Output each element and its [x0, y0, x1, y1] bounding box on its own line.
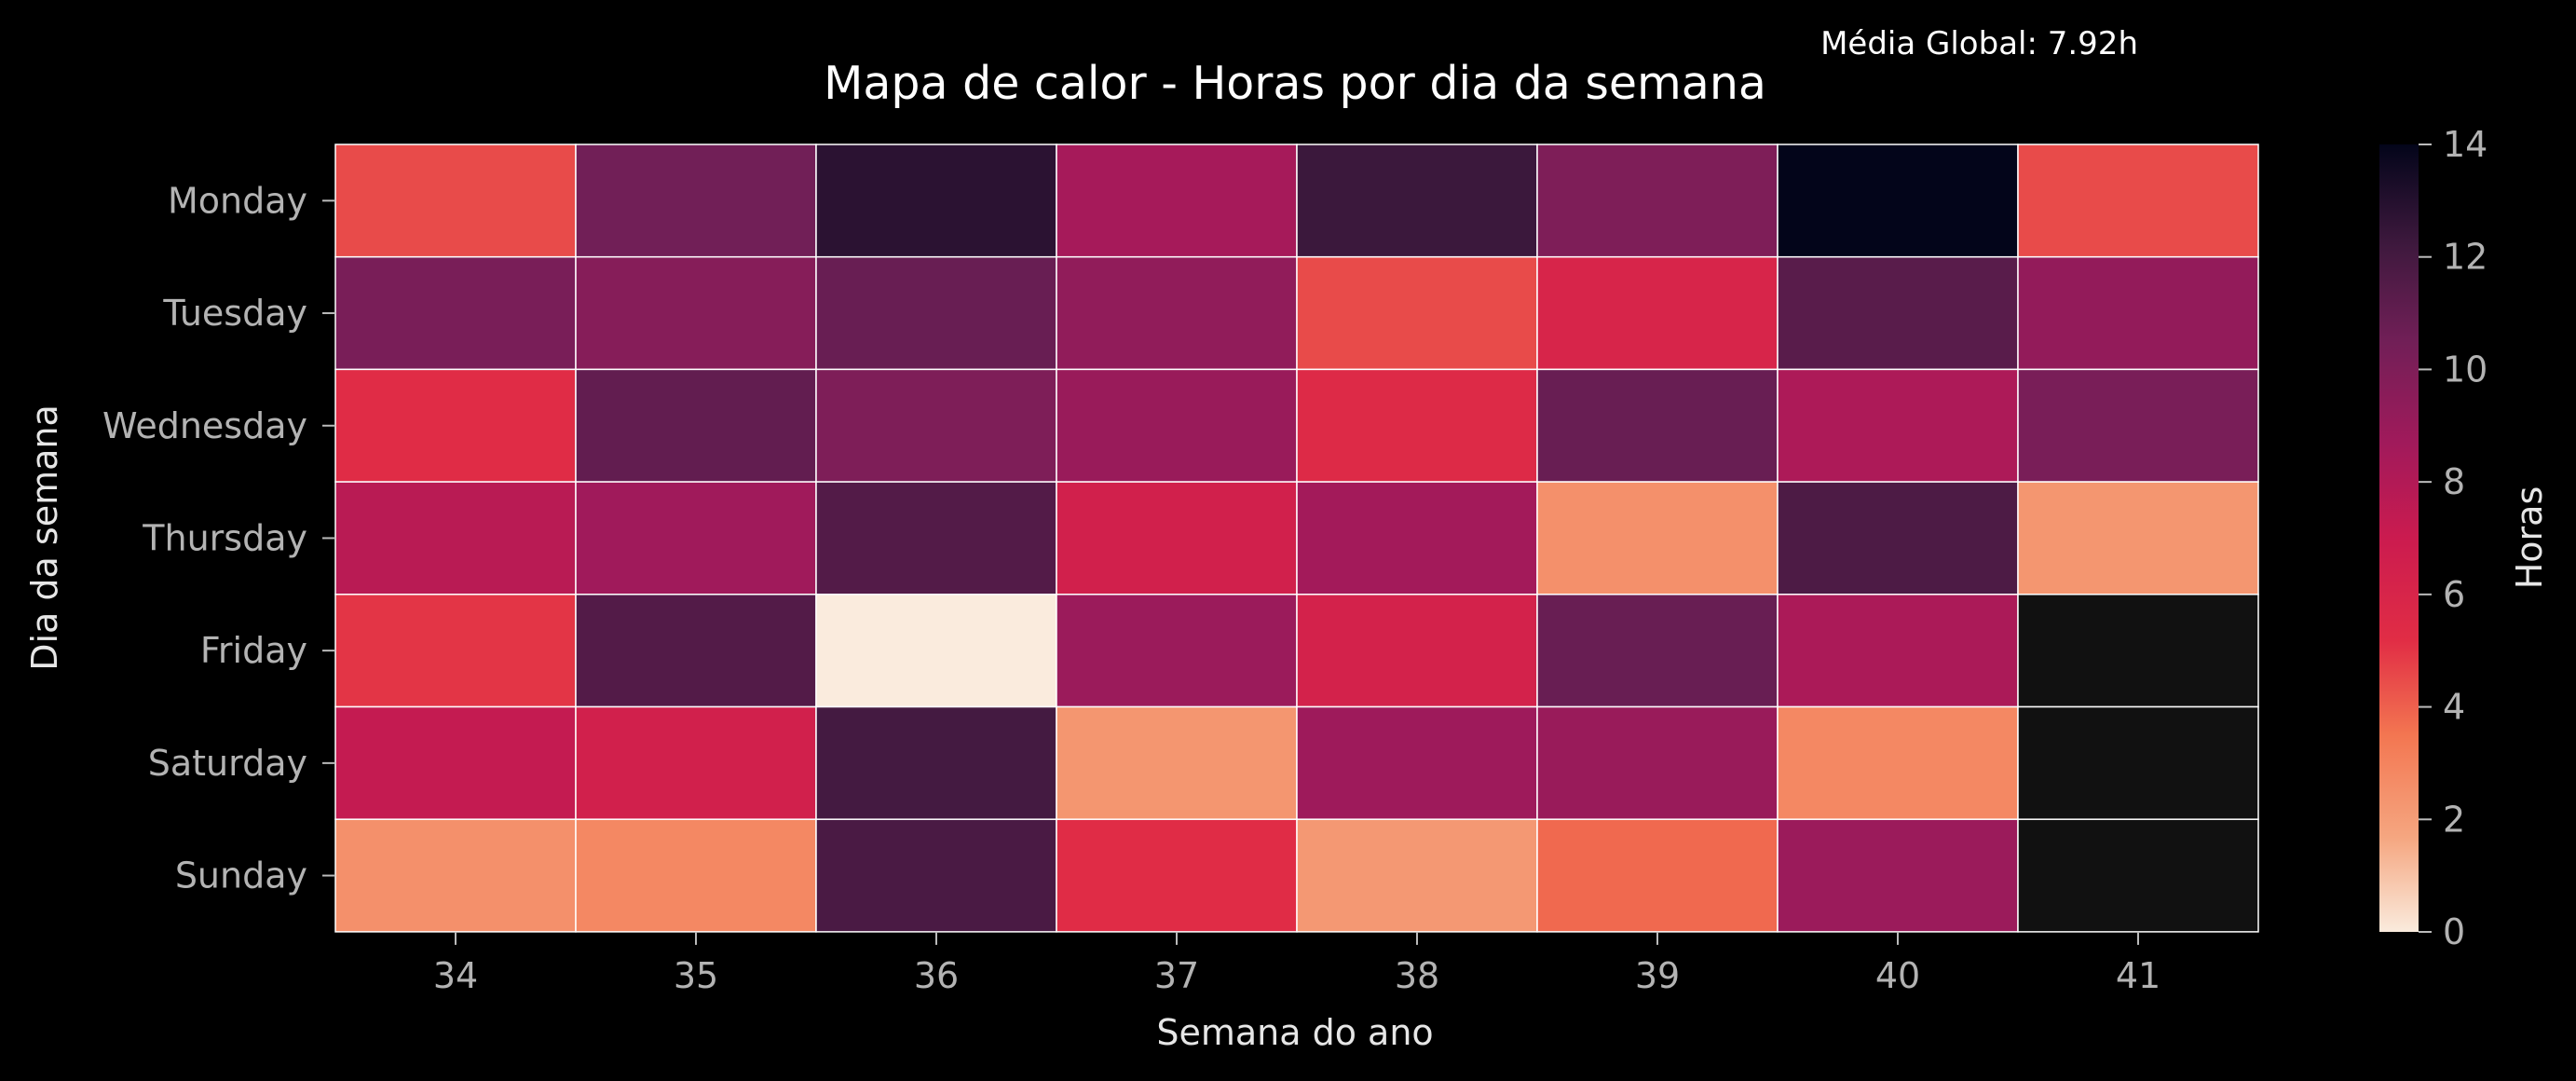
- heatmap-cell: [1536, 368, 1779, 483]
- x-axis: 34 35 36 37 38 39 40 41: [433, 931, 2160, 996]
- y-tick-label: Wednesday: [102, 405, 307, 446]
- heatmap-cell: [334, 594, 577, 708]
- y-tick-label: Tuesday: [162, 293, 307, 334]
- heatmap-cell: [1056, 818, 1298, 933]
- heatmap-cell: [1777, 255, 2019, 371]
- heatmap-cell: [2017, 481, 2259, 595]
- heatmap-cell: [815, 481, 1057, 595]
- heatmap-cell: [1777, 594, 2019, 708]
- heatmap-cell: [1056, 368, 1298, 483]
- colorbar-tick-label: 0: [2443, 911, 2465, 952]
- heatmap-cell: [2017, 818, 2259, 933]
- heatmap-cell: [1777, 705, 2019, 820]
- colorbar-tick-label: 14: [2443, 124, 2487, 165]
- heatmap-cell: [1777, 481, 2019, 595]
- y-tick-label: Monday: [168, 180, 307, 221]
- heatmap-cell: [575, 705, 817, 820]
- heatmap-cell: [2017, 368, 2259, 483]
- colorbar-tick-label: 6: [2443, 574, 2465, 615]
- heatmap-cell: [1296, 594, 1538, 708]
- heatmap-cell: [815, 255, 1057, 371]
- heatmap-cell: [1056, 705, 1298, 820]
- colorbar-tick-label: 4: [2443, 687, 2465, 728]
- y-tick-label: Friday: [200, 630, 307, 671]
- colorbar: [2379, 144, 2419, 932]
- x-tick-label: 39: [1635, 955, 1680, 996]
- heatmap-cell: [1536, 481, 1779, 595]
- x-tick-label: 35: [674, 955, 718, 996]
- heatmap-cell: [1536, 255, 1779, 371]
- heatmap-cell: [2017, 144, 2259, 258]
- heatmap-cell: [334, 481, 577, 595]
- heatmap-cell: [575, 144, 817, 258]
- y-axis-label: Dia da semana: [24, 404, 65, 671]
- heatmap-cell: [334, 368, 577, 483]
- heatmap-cell: [1056, 255, 1298, 371]
- heatmap-cell: [1536, 594, 1779, 708]
- heatmap-cell: [575, 481, 817, 595]
- heatmap-cell: [1296, 481, 1538, 595]
- colorbar-tick-label: 2: [2443, 799, 2465, 840]
- x-tick-label: 36: [914, 955, 959, 996]
- colorbar-ticks: 0 2 4 6 8 10 12 14: [2419, 124, 2487, 952]
- x-tick-label: 34: [433, 955, 478, 996]
- heatmap-cell: [815, 705, 1057, 820]
- heatmap-cell: [815, 594, 1057, 708]
- heatmap-cell: [815, 144, 1057, 258]
- heatmap-cell: [334, 144, 577, 258]
- y-tick-label: Thursday: [142, 517, 307, 558]
- heatmap-cell: [1296, 368, 1538, 483]
- x-tick-label: 38: [1395, 955, 1439, 996]
- heatmap-cell: [575, 818, 817, 933]
- heatmap-cells: [334, 144, 2259, 933]
- heatmap-cell: [2017, 705, 2259, 820]
- heatmap-cell: [1296, 144, 1538, 258]
- heatmap-cell: [1536, 705, 1779, 820]
- colorbar-tick-label: 12: [2443, 237, 2487, 278]
- heatmap-cell: [1777, 144, 2019, 258]
- x-tick-label: 41: [2116, 955, 2160, 996]
- heatmap-cell: [575, 368, 817, 483]
- heatmap-cell: [1296, 705, 1538, 820]
- heatmap-cell: [815, 368, 1057, 483]
- heatmap-cell: [1296, 255, 1538, 371]
- heatmap-cell: [2017, 594, 2259, 708]
- chart-annotation: Média Global: 7.92h: [1820, 25, 2138, 62]
- heatmap-cell: [1056, 481, 1298, 595]
- heatmap-cell: [575, 255, 817, 371]
- heatmap-cell: [1056, 144, 1298, 258]
- heatmap-cell: [334, 818, 577, 933]
- heatmap-cell: [1536, 144, 1779, 258]
- heatmap-cell: [334, 705, 577, 820]
- heatmap-cell: [1056, 594, 1298, 708]
- x-axis-label: Semana do ano: [1156, 1012, 1433, 1053]
- colorbar-label: Horas: [2509, 486, 2550, 590]
- y-tick-label: Saturday: [148, 743, 307, 784]
- heatmap-cell: [1777, 368, 2019, 483]
- heatmap-cell: [2017, 255, 2259, 371]
- x-tick-label: 40: [1875, 955, 1920, 996]
- heatmap-cell: [1777, 818, 2019, 933]
- heatmap-cell: [334, 255, 577, 371]
- heatmap-cell: [815, 818, 1057, 933]
- x-tick-label: 37: [1154, 955, 1199, 996]
- heatmap-cell: [575, 594, 817, 708]
- y-tick-label: Sunday: [175, 855, 307, 896]
- colorbar-tick-label: 8: [2443, 461, 2465, 502]
- heatmap-cell: [1296, 818, 1538, 933]
- colorbar-tick-label: 10: [2443, 349, 2487, 390]
- y-axis: Monday Tuesday Wednesday Thursday Friday Satu…: [102, 180, 335, 896]
- chart-title: Mapa de calor - Horas por dia da semana: [824, 57, 1766, 110]
- heatmap-cell: [1536, 818, 1779, 933]
